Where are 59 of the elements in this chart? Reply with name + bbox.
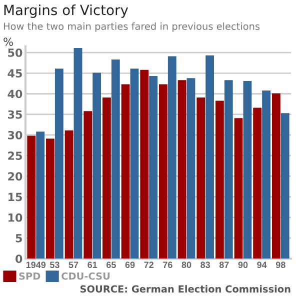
bar (64, 130, 74, 259)
x-tick-label: 72 (144, 262, 154, 268)
y-tick-label: 25 (8, 152, 22, 160)
bar (36, 132, 45, 259)
x-tick-label: 1949 (26, 262, 46, 268)
bar (54, 68, 64, 259)
x-tick-label: 90 (238, 262, 248, 268)
bar (280, 113, 290, 259)
bar (186, 78, 196, 259)
bar (140, 70, 149, 259)
y-tick-label: 40 (8, 90, 22, 98)
bar (92, 72, 102, 259)
y-tick-label: 15 (8, 192, 22, 202)
x-tick-label: 57 (68, 262, 78, 268)
x-tick-label: 98 (276, 262, 286, 268)
bar (224, 80, 233, 259)
x-tick-label: 76 (163, 262, 172, 268)
y-tick-label: 35 (8, 110, 22, 119)
y-tick-label: 50 (8, 48, 22, 57)
source-note: SOURCE: German Election Commission (80, 285, 290, 293)
bar (215, 100, 224, 259)
bar (168, 56, 176, 259)
bar (262, 90, 270, 259)
bar (196, 97, 206, 259)
x-tick-label: 83 (200, 262, 210, 268)
bar (74, 48, 82, 259)
bar (272, 93, 280, 259)
bar (111, 60, 120, 259)
y-tick-label: 5 (16, 234, 22, 242)
x-tick-label: 80 (182, 262, 192, 268)
bar (158, 84, 168, 259)
x-tick-label: 69 (125, 262, 135, 268)
y-tick-label: 0 (16, 254, 22, 264)
bar (121, 84, 130, 259)
bar (27, 136, 36, 259)
x-tick-label: 65 (106, 262, 116, 268)
legend-label: CDU-CSU (62, 272, 110, 280)
bar (84, 111, 92, 259)
bar (46, 138, 54, 259)
y-tick-label: 45 (8, 69, 22, 78)
y-tick-label: 20 (8, 172, 22, 181)
y-tick-label: 30 (8, 130, 22, 140)
x-tick-label: 87 (219, 262, 229, 268)
bar (178, 80, 186, 259)
chart-subtitle: How the two main parties fared in previous elections (4, 22, 260, 32)
x-tick-label: 94 (257, 262, 267, 268)
legend-label: SPD (19, 272, 40, 280)
y-axis-title: % (4, 38, 13, 46)
x-tick-label: 53 (50, 262, 60, 268)
bar (206, 55, 214, 259)
bar (149, 76, 158, 259)
x-tick-label: 61 (88, 262, 98, 268)
bar (102, 97, 111, 259)
bar (243, 80, 252, 259)
bar (253, 108, 262, 259)
bar (234, 118, 243, 259)
y-tick-label: 10 (8, 213, 22, 222)
chart-title: Margins of Victory (4, 4, 128, 18)
bar (130, 68, 139, 259)
